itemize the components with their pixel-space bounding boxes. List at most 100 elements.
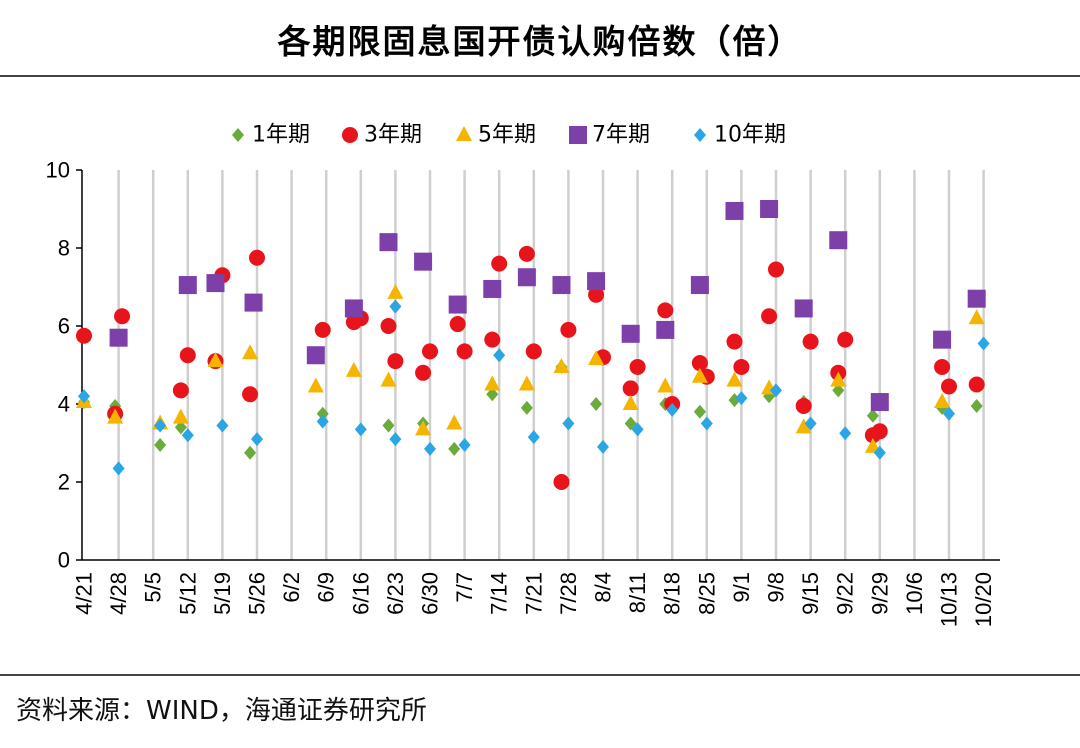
point-s3 bbox=[726, 371, 743, 387]
point-s5 bbox=[316, 414, 329, 429]
point-s2 bbox=[114, 308, 131, 325]
point-s5 bbox=[873, 445, 886, 460]
point-s4 bbox=[587, 272, 606, 291]
point-s2 bbox=[422, 343, 438, 360]
legend-label: 7年期 bbox=[592, 123, 650, 148]
point-s1 bbox=[174, 420, 187, 435]
legend-label: 5年期 bbox=[478, 123, 536, 148]
title-divider bbox=[0, 75, 1080, 77]
legend-label: 3年期 bbox=[364, 123, 422, 148]
point-s1 bbox=[590, 397, 603, 411]
point-s4 bbox=[344, 299, 363, 318]
point-s4 bbox=[621, 324, 640, 343]
point-s4 bbox=[690, 276, 709, 295]
y-tick-label: 4 bbox=[58, 392, 70, 417]
x-tick-label: 5/26 bbox=[245, 572, 270, 615]
point-s3 bbox=[345, 361, 362, 377]
x-tick-label: 10/6 bbox=[902, 572, 927, 615]
legend-marker-s3 bbox=[456, 126, 472, 141]
point-s3 bbox=[830, 371, 847, 387]
x-tick-label: 6/2 bbox=[279, 572, 304, 603]
point-s1 bbox=[316, 406, 329, 421]
y-tick-label: 6 bbox=[58, 314, 70, 339]
x-tick-label: 6/23 bbox=[383, 572, 408, 615]
point-s3 bbox=[795, 418, 812, 434]
point-s2 bbox=[588, 286, 605, 303]
point-s5 bbox=[804, 416, 817, 431]
point-s5 bbox=[527, 430, 540, 445]
point-s4 bbox=[109, 328, 128, 347]
point-s2 bbox=[802, 333, 819, 350]
point-s2 bbox=[691, 355, 708, 372]
point-s3 bbox=[968, 309, 985, 325]
point-s2 bbox=[941, 378, 957, 395]
point-s1 bbox=[448, 441, 461, 456]
point-s3 bbox=[172, 408, 189, 424]
point-s5 bbox=[493, 348, 506, 363]
point-s2 bbox=[968, 376, 985, 393]
point-s5 bbox=[389, 432, 402, 447]
point-s5 bbox=[977, 336, 990, 351]
point-s2 bbox=[249, 249, 265, 266]
point-s5 bbox=[666, 402, 679, 417]
point-s5 bbox=[78, 389, 90, 404]
y-tick-label: 8 bbox=[58, 236, 70, 261]
point-s4 bbox=[306, 346, 325, 365]
point-s5 bbox=[562, 416, 575, 431]
x-tick-label: 7/21 bbox=[521, 572, 546, 615]
point-s2 bbox=[387, 353, 404, 370]
chart-title: 各期限固息国开债认购倍数（倍） bbox=[277, 22, 803, 61]
x-tick-label: 6/9 bbox=[314, 572, 339, 603]
point-s4 bbox=[552, 276, 571, 295]
point-s1 bbox=[970, 398, 983, 413]
x-tick-label: 8/18 bbox=[660, 572, 685, 615]
grid-layer bbox=[117, 170, 985, 560]
point-s5 bbox=[631, 422, 644, 437]
point-s2 bbox=[837, 331, 854, 348]
y-tick-label: 0 bbox=[58, 548, 70, 573]
x-tick-label: 5/12 bbox=[175, 572, 200, 615]
point-s5 bbox=[735, 391, 748, 406]
point-s3 bbox=[934, 393, 951, 409]
legend: 1年期 3年期 5年期 7年期 10年期 bbox=[232, 123, 786, 148]
point-s5 bbox=[458, 437, 471, 452]
legend-label: 10年期 bbox=[714, 123, 786, 148]
point-s5 bbox=[251, 432, 263, 447]
point-s3 bbox=[387, 283, 404, 299]
point-s2 bbox=[553, 474, 570, 490]
point-s5 bbox=[389, 299, 402, 314]
point-s2 bbox=[242, 386, 259, 403]
point-s2 bbox=[934, 358, 951, 375]
point-s4 bbox=[244, 293, 263, 312]
point-s5 bbox=[112, 461, 125, 476]
point-s2 bbox=[76, 327, 92, 344]
x-tick-label: 5/19 bbox=[210, 572, 235, 615]
legend-marker-s2 bbox=[342, 127, 358, 143]
point-s2 bbox=[491, 255, 508, 272]
axis-layer: 4/21 4/28 5/5 5/12 5/19 5/26 6/2 6/9 6/16 6/23 6/3… bbox=[46, 158, 1000, 627]
point-s1 bbox=[382, 418, 395, 433]
point-s2 bbox=[518, 245, 535, 262]
point-s3 bbox=[622, 395, 639, 410]
point-s4 bbox=[483, 279, 502, 298]
x-tick-label: 7/28 bbox=[556, 572, 581, 615]
point-s2 bbox=[622, 380, 639, 397]
point-s3 bbox=[484, 375, 501, 391]
point-s4 bbox=[967, 289, 986, 308]
point-s2 bbox=[629, 358, 646, 375]
x-tick-label: 9/1 bbox=[729, 572, 754, 603]
x-tick-label: 6/30 bbox=[418, 572, 443, 615]
x-tick-label: 9/29 bbox=[867, 572, 892, 615]
point-s2 bbox=[172, 382, 189, 399]
point-s5 bbox=[154, 418, 167, 433]
point-s3 bbox=[553, 357, 570, 373]
chart: 4/21 4/28 5/5 5/12 5/19 5/26 6/2 6/9 6/16 6/23 6/3… bbox=[46, 123, 1000, 627]
x-tick-label: 7/14 bbox=[487, 572, 512, 615]
point-s3 bbox=[446, 414, 463, 430]
x-tick-label: 8/4 bbox=[591, 572, 616, 603]
point-s4 bbox=[829, 231, 848, 250]
point-s3 bbox=[107, 408, 124, 424]
x-tick-label: 5/5 bbox=[141, 572, 166, 603]
legend-marker-s4 bbox=[569, 126, 587, 144]
x-tick-label: 6/16 bbox=[348, 572, 373, 615]
